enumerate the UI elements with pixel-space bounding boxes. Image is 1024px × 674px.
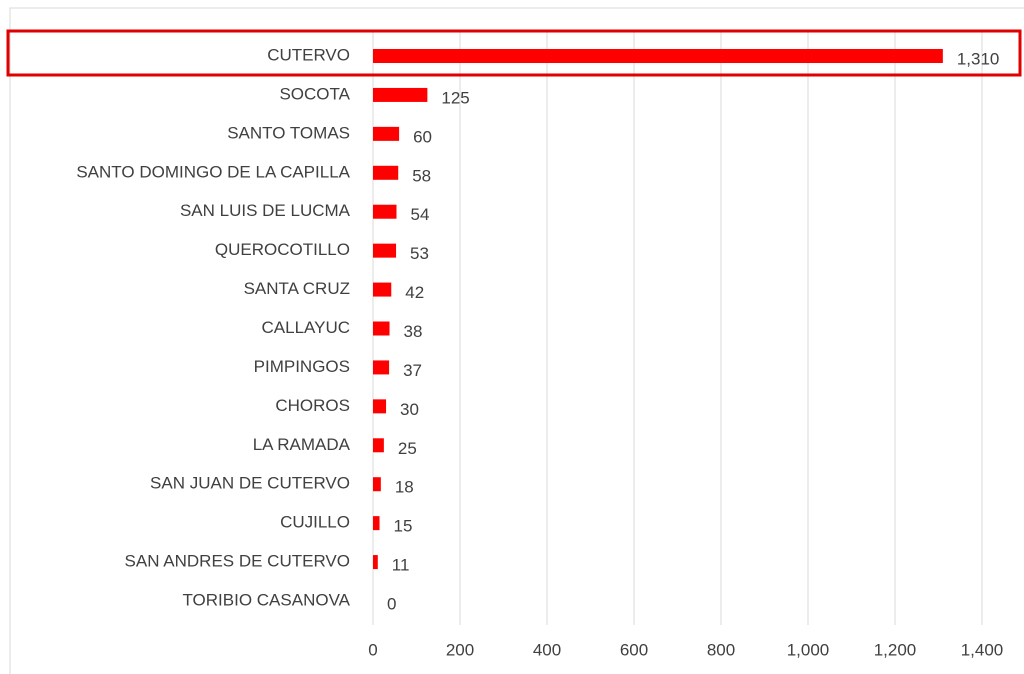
data-label: 38 — [404, 322, 423, 341]
x-tick-label: 600 — [620, 640, 648, 659]
y-tick-label: PIMPINGOS — [254, 357, 350, 376]
data-label: 30 — [400, 400, 419, 419]
y-tick-label: TORIBIO CASANOVA — [182, 590, 350, 609]
data-label: 125 — [441, 88, 469, 107]
data-label: 53 — [410, 244, 429, 263]
bar — [373, 438, 384, 453]
x-tick-label: 200 — [446, 640, 474, 659]
bar — [373, 204, 397, 219]
bar — [373, 399, 387, 414]
y-tick-label: CALLAYUC — [262, 318, 351, 337]
x-tick-label: 1,000 — [787, 640, 830, 659]
y-tick-label: SAN ANDRES DE CUTERVO — [125, 552, 350, 571]
data-label: 1,310 — [957, 49, 1000, 68]
grid — [372, 30, 983, 625]
bar — [373, 165, 399, 180]
y-tick-label: CHOROS — [275, 396, 350, 415]
data-label: 0 — [387, 594, 396, 613]
data-label: 54 — [410, 205, 429, 224]
x-tick-label: 1,200 — [874, 640, 917, 659]
y-tick-label: SANTO TOMAS — [227, 123, 350, 142]
data-label: 42 — [405, 283, 424, 302]
data-label: 18 — [395, 478, 414, 497]
y-tick-label: QUEROCOTILLO — [215, 240, 350, 259]
data-label: 58 — [412, 166, 431, 185]
data-label: 25 — [398, 439, 417, 458]
bar — [373, 555, 378, 570]
bar — [373, 321, 390, 336]
bar — [373, 243, 397, 258]
bar — [373, 516, 380, 531]
x-tick-label: 0 — [368, 640, 377, 659]
bar — [373, 477, 381, 492]
data-label: 37 — [403, 361, 422, 380]
bar — [373, 360, 390, 375]
data-label: 15 — [394, 517, 413, 536]
y-tick-label: SANTA CRUZ — [244, 279, 350, 298]
y-tick-label: SOCOTA — [279, 84, 350, 103]
y-tick-label: SAN LUIS DE LUCMA — [180, 201, 351, 220]
data-label: 60 — [413, 127, 432, 146]
y-tick-label: CUJILLO — [280, 513, 350, 532]
highlight-box — [6, 29, 1022, 77]
y-tick-label: LA RAMADA — [253, 435, 351, 454]
bar — [373, 282, 392, 297]
y-tick-label: SAN JUAN DE CUTERVO — [150, 474, 350, 493]
data-label: 11 — [392, 556, 410, 575]
x-tick-label: 400 — [533, 640, 561, 659]
y-tick-label: CUTERVO — [267, 45, 350, 64]
bar — [373, 49, 943, 63]
bar — [373, 87, 428, 102]
x-tick-label: 1,400 — [961, 640, 1004, 659]
bar — [373, 126, 400, 141]
chart-border — [9, 7, 1024, 674]
x-tick-label: 800 — [707, 640, 735, 659]
y-tick-label: SANTO DOMINGO DE LA CAPILLA — [76, 162, 350, 181]
